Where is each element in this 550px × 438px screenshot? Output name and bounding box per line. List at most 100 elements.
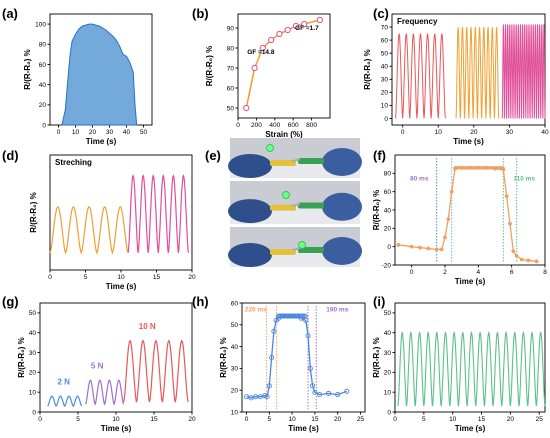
panel-letter-d: (d) <box>2 148 19 163</box>
y-tick-label: 0 <box>32 409 36 416</box>
x-tick-label: 0 <box>236 122 240 129</box>
x-tick-label: 400 <box>269 122 280 129</box>
y-tick-label: 50 <box>231 322 239 329</box>
x-tick-label: 2 <box>443 269 447 276</box>
led-glow <box>282 191 290 199</box>
x-tick-label: 0 <box>48 274 52 281</box>
data-point <box>326 390 332 397</box>
x-tick-label: 20 <box>89 129 97 136</box>
y-tick-label: 50 <box>29 310 37 317</box>
area-series <box>61 23 138 126</box>
series-line <box>246 315 348 399</box>
data-point <box>284 26 291 34</box>
x-tick-label: 25 <box>536 416 544 423</box>
panel-c: (c) 0 10 20 30 40 0 10 20 30 40 50 60 70 Time (s) R/(R-… <box>363 6 549 146</box>
y-tick-label: 0 <box>387 244 391 251</box>
y-tick-label: 50 <box>384 310 392 317</box>
y-tick-label: 0 <box>384 116 388 123</box>
y-tick-label: 50 <box>381 50 389 57</box>
x-tick-label: 15 <box>478 416 486 423</box>
x-tick-label: 20 <box>334 416 342 423</box>
y-tick-label: 60 <box>231 300 239 307</box>
x-tick-label: 5 <box>422 416 426 423</box>
data-point <box>268 36 275 44</box>
y-tick-label: 10 <box>29 389 37 396</box>
y-tick-label: 20 <box>384 226 392 233</box>
clip-yellow <box>270 160 296 166</box>
panel-letter-e: (e) <box>205 148 221 163</box>
x-tick-label: 0 <box>393 416 397 423</box>
y-axis-label: R/(R-R₀) % <box>363 49 372 90</box>
series-line <box>47 395 83 408</box>
x-tick-label: 0 <box>410 269 414 276</box>
y-tick-label: 20 <box>231 388 239 395</box>
series-line <box>127 173 189 253</box>
y-axis-label: R/(R-R₀) % <box>372 337 381 378</box>
annotation-gf2: GF =1.7 <box>295 25 319 32</box>
series-label: 5 N <box>91 361 104 370</box>
x-tick-label: 600 <box>288 122 299 129</box>
data-point <box>316 392 322 398</box>
annotation-fall: 190 ms <box>326 307 348 314</box>
plot-frame <box>394 154 546 266</box>
chart-title: Frequency <box>397 17 438 26</box>
data-point <box>244 394 250 400</box>
sensor-strip <box>291 158 301 163</box>
x-tick-label: 10 <box>72 129 80 136</box>
x-axis-label: Time (s) <box>455 424 486 433</box>
x-tick-label: 200 <box>251 122 262 129</box>
glove-left <box>228 243 272 267</box>
glove-right <box>322 192 362 221</box>
data-point <box>307 365 313 371</box>
x-tick-label: 15 <box>153 274 161 281</box>
x-tick-label: 0 <box>38 416 42 423</box>
y-tick-label: 20 <box>29 370 37 377</box>
data-point <box>534 259 539 264</box>
data-point <box>418 245 422 250</box>
series-line <box>123 339 189 403</box>
data-point <box>266 383 272 389</box>
y-axis-label: R/(R-R₀) % <box>23 49 32 90</box>
x-tick-label: 800 <box>306 122 317 129</box>
y-tick-label: 10 <box>231 409 239 416</box>
x-tick-label: 10 <box>288 416 296 423</box>
panel-i: (i) 0 5 10 15 20 25 0 10 20 30 40 50 Time (s) R/(R-R₀)… <box>372 294 546 433</box>
x-tick-label: 30 <box>506 129 514 136</box>
fit-curve <box>245 19 321 109</box>
y-tick-label: 100 <box>35 21 46 28</box>
series-line <box>395 33 446 119</box>
y-tick-label: 20 <box>384 370 392 377</box>
y-axis-label: R/(R-R₀) % <box>219 337 228 378</box>
panel-letter-a: (a) <box>2 6 18 21</box>
data-point <box>312 389 318 395</box>
y-tick-label: 60 <box>227 85 235 92</box>
y-axis-label: R/(R-R₀) % <box>29 192 38 233</box>
x-tick-label: 8 <box>543 269 547 276</box>
led-glow <box>266 144 274 152</box>
y-tick-label: 0 <box>387 409 391 416</box>
data-point <box>511 249 516 254</box>
data-point <box>257 394 263 400</box>
y-tick-label: 30 <box>381 77 389 84</box>
x-tick-label: 20 <box>188 274 196 281</box>
annotation-gf1: GF =14.8 <box>247 49 275 56</box>
annotation-rise: 220 ms <box>245 307 267 314</box>
y-tick-label: 30 <box>29 350 37 357</box>
x-tick-label: 20 <box>188 416 196 423</box>
plot-frame <box>241 302 366 413</box>
data-point <box>396 242 401 247</box>
photo-1 <box>228 138 362 178</box>
panel-d: (d) 0 5 10 15 20 Time (s) R/(R-R₀) % Streching <box>2 148 196 291</box>
data-point <box>344 388 350 394</box>
x-tick-label: 20 <box>507 416 515 423</box>
x-tick-label: 40 <box>541 129 549 136</box>
y-tick-label: 80 <box>227 45 235 52</box>
x-tick-label: 5 <box>84 274 88 281</box>
y-tick-label: -20 <box>382 262 392 269</box>
y-axis-label: R/(R-R₀) % <box>372 190 381 231</box>
panel-g: (g) 0 5 10 15 20 0 10 20 30 40 50 Time (s) R/(R-R₀) %… <box>2 294 196 433</box>
y-tick-label: 0 <box>42 122 46 129</box>
data-point <box>514 253 519 258</box>
data-point <box>526 258 531 263</box>
